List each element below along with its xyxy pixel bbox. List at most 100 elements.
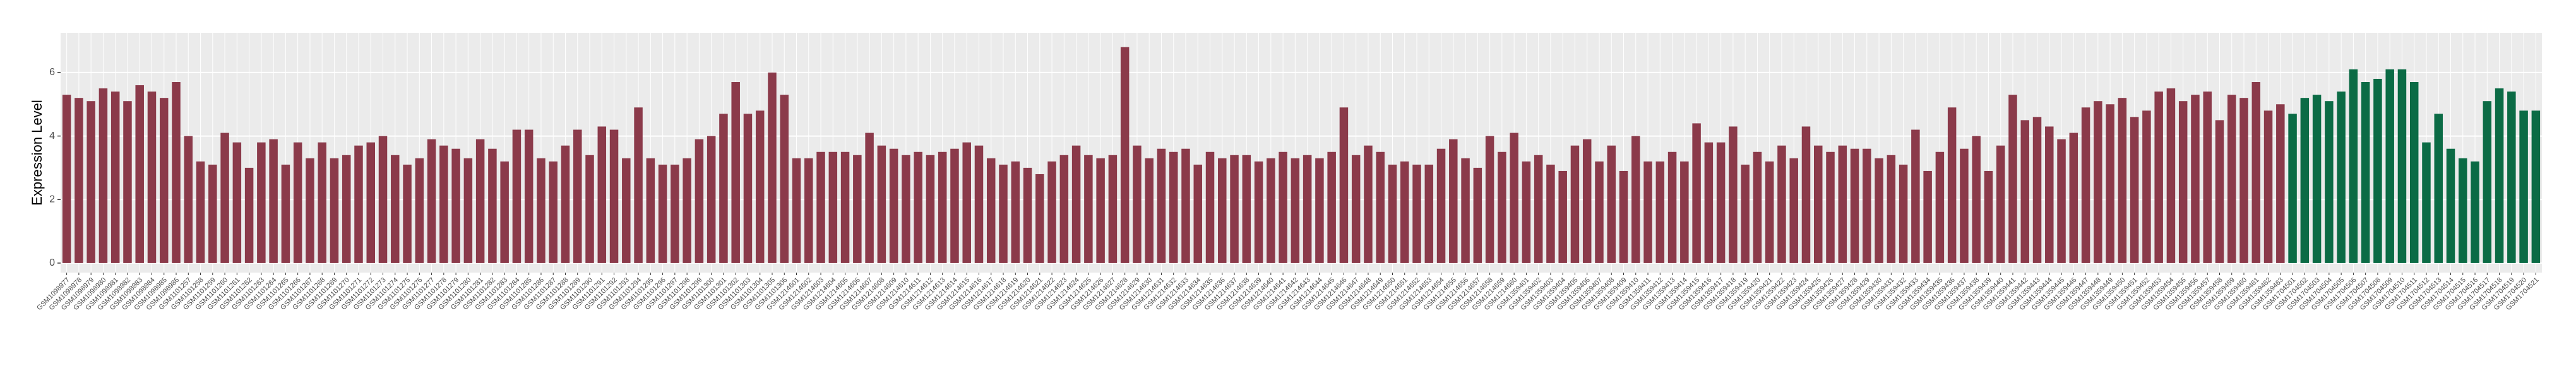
bar	[1218, 158, 1227, 263]
bar	[2471, 161, 2479, 263]
bar	[1680, 161, 1689, 263]
bar	[1400, 161, 1409, 263]
bar	[1777, 145, 1786, 263]
bar	[1303, 155, 1312, 263]
bar	[1473, 167, 1482, 263]
bar	[293, 142, 302, 263]
bar	[2106, 104, 2114, 263]
bar	[1704, 142, 1714, 263]
bar	[1911, 129, 1920, 263]
bar	[1741, 164, 1750, 263]
bar	[524, 129, 534, 263]
bar	[597, 126, 607, 263]
bar	[86, 101, 95, 263]
bar	[2057, 139, 2066, 263]
bar	[950, 148, 959, 263]
bar	[1655, 161, 1665, 263]
bar	[1692, 123, 1701, 263]
bar	[1291, 158, 1300, 263]
bar	[2154, 92, 2163, 263]
bar	[196, 161, 205, 263]
bar	[634, 107, 643, 263]
bar	[2081, 107, 2090, 263]
bar	[281, 164, 290, 263]
bar	[853, 155, 862, 263]
bar	[1351, 155, 1361, 263]
bar	[75, 98, 83, 263]
bar	[1315, 158, 1324, 263]
bar	[1947, 107, 1957, 263]
bar	[2531, 110, 2541, 263]
bar	[1376, 151, 1385, 263]
bar	[1546, 164, 1555, 263]
bar	[1923, 170, 1932, 263]
bar	[1035, 174, 1044, 263]
bar	[1485, 136, 1494, 263]
bar	[1023, 167, 1032, 263]
bar	[318, 142, 326, 263]
bar	[1570, 145, 1580, 263]
bar	[974, 145, 984, 263]
bar	[2495, 88, 2504, 263]
bar	[475, 139, 485, 263]
bar	[1826, 151, 1835, 263]
bar	[1582, 139, 1592, 263]
bar	[549, 161, 558, 263]
bar	[1242, 155, 1251, 263]
bar	[1096, 158, 1105, 263]
bar	[330, 158, 339, 263]
y-tick-label: 4	[49, 131, 55, 141]
bar	[1071, 145, 1081, 263]
bar	[257, 142, 266, 263]
bar	[1814, 145, 1823, 263]
bar	[1339, 107, 1349, 263]
bar	[707, 136, 716, 263]
bar	[208, 164, 217, 263]
bar	[415, 158, 424, 263]
bar	[695, 139, 704, 263]
bar	[1838, 145, 1847, 263]
bar	[768, 72, 777, 263]
bar	[2142, 110, 2151, 263]
bar	[1047, 161, 1056, 263]
bar	[1108, 155, 1118, 263]
bar	[1595, 161, 1604, 263]
bar	[1789, 158, 1798, 263]
bar	[463, 158, 473, 263]
bar	[1716, 142, 1726, 263]
bar	[804, 158, 813, 263]
bar	[1461, 158, 1470, 263]
bar	[1619, 170, 1628, 263]
bar	[2227, 95, 2236, 263]
bar	[500, 161, 509, 263]
bar	[987, 158, 996, 263]
bar	[1667, 151, 1677, 263]
bar	[1510, 133, 1518, 263]
bar	[451, 148, 460, 263]
bar	[646, 158, 655, 263]
bar	[2483, 101, 2492, 263]
bar	[220, 133, 229, 263]
bar	[147, 92, 157, 263]
bar	[306, 158, 314, 263]
bar	[2239, 98, 2248, 263]
bar	[1522, 161, 1531, 263]
bar	[2032, 117, 2042, 263]
bar	[1996, 145, 2005, 263]
bar	[962, 142, 971, 263]
bar	[2069, 133, 2078, 263]
bar	[2020, 120, 2029, 263]
bar	[1181, 148, 1190, 263]
bar	[731, 82, 740, 263]
bar	[2300, 98, 2310, 263]
bar	[1607, 145, 1616, 263]
bar	[828, 151, 838, 263]
bar	[1875, 158, 1883, 263]
bar	[1449, 139, 1458, 263]
bar	[2337, 92, 2346, 263]
bar	[1145, 158, 1154, 263]
bar	[512, 129, 522, 263]
bar	[1424, 164, 1434, 263]
bar	[755, 110, 765, 263]
